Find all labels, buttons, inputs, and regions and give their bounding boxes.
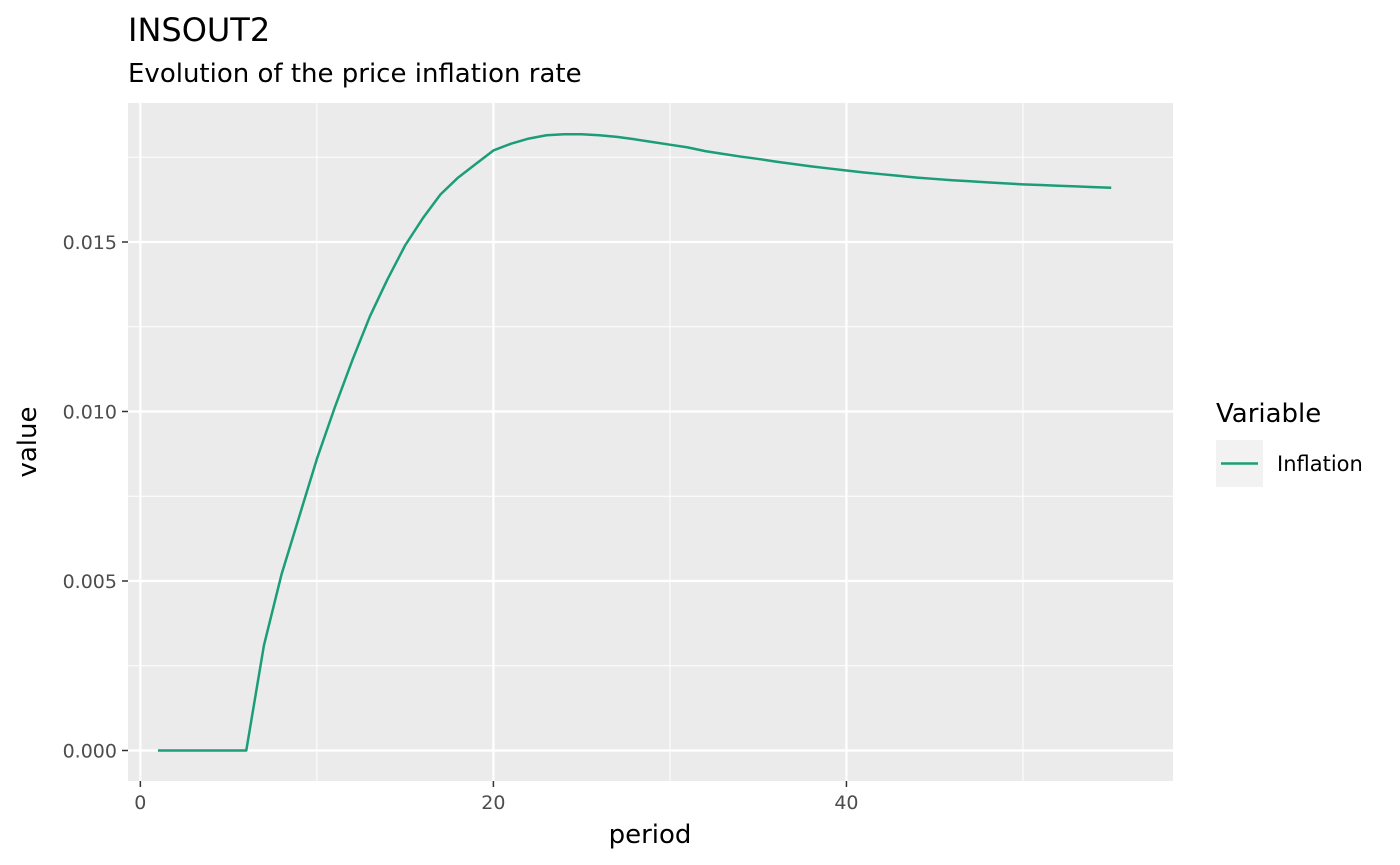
y-tick-label: 0.005 <box>63 571 117 593</box>
y-tick-label: 0.010 <box>63 401 117 423</box>
x-tick-label: 0 <box>134 792 146 814</box>
y-tick-label: 0.000 <box>63 740 117 762</box>
legend: Variable Inflation <box>1216 399 1363 487</box>
legend-label-inflation: Inflation <box>1277 452 1363 476</box>
x-tick-label: 20 <box>481 792 505 814</box>
x-tick-label: 40 <box>834 792 858 814</box>
plot-panel <box>128 103 1173 781</box>
legend-title: Variable <box>1216 399 1321 429</box>
chart-title: INSOUT2 <box>128 11 270 49</box>
x-axis: 0 20 40 <box>134 781 859 814</box>
chart-subtitle: Evolution of the price inflation rate <box>128 59 582 89</box>
grid-minor <box>128 103 1173 781</box>
y-axis: 0.000 0.005 0.010 0.015 <box>63 232 128 762</box>
y-axis-title: value <box>13 406 43 477</box>
series-line-inflation <box>158 132 1112 752</box>
x-axis-title: period <box>609 820 692 850</box>
grid-major <box>128 103 1173 781</box>
series-layer <box>158 132 1112 752</box>
y-tick-label: 0.015 <box>63 232 117 254</box>
